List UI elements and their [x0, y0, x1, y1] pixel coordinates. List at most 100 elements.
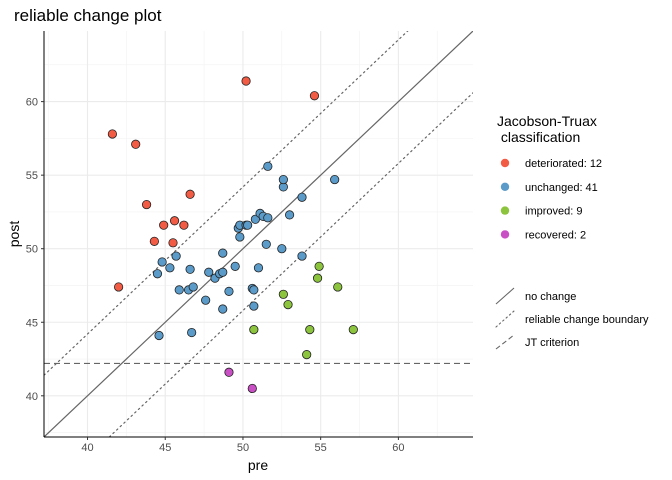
- data-point: [165, 263, 175, 273]
- y-tick-label: 55: [26, 170, 38, 182]
- plot-panel: [43, 31, 473, 438]
- data-point: [154, 330, 164, 341]
- reliable-change-lower-line: [108, 92, 473, 437]
- legend-entry-label: JT criterion: [525, 337, 579, 349]
- data-point: [249, 325, 259, 335]
- no-change-line: [44, 31, 473, 437]
- data-point: [241, 76, 251, 86]
- reliable-change-upper-line: [44, 31, 409, 376]
- data-point: [224, 286, 234, 296]
- y-tick-label: 60: [26, 97, 38, 109]
- legend-title-line-1: Jacobson-Truax: [497, 113, 597, 129]
- x-axis-title: pre: [248, 457, 268, 473]
- data-point: [263, 161, 273, 171]
- data-point: [131, 139, 141, 149]
- reference-lines: [44, 31, 473, 437]
- data-point: [283, 300, 293, 310]
- data-point: [235, 232, 245, 242]
- series-deteriorated: [107, 76, 320, 292]
- x-tick-label: 50: [237, 442, 249, 454]
- y-axis-title: post: [6, 221, 22, 248]
- data-point: [247, 383, 257, 394]
- data-point: [187, 327, 197, 338]
- legend-entry-label: reliable change boundary: [525, 314, 649, 326]
- series-improved: [249, 261, 358, 360]
- data-point: [114, 282, 124, 292]
- legend-entry-label: unchanged: 41: [525, 182, 598, 194]
- data-point: [218, 248, 228, 258]
- data-point: [249, 301, 259, 311]
- x-tick-label: 45: [159, 442, 171, 454]
- data-point: [179, 220, 189, 230]
- y-axis-ticks: 40 45 50 55 60: [26, 97, 44, 403]
- data-point: [278, 289, 288, 299]
- legend-lines: no change reliable change boundary JT crit…: [495, 287, 649, 350]
- data-point: [201, 295, 211, 305]
- data-point: [277, 244, 287, 254]
- legend-key-jt-criterion: [495, 334, 515, 350]
- data-point: [224, 367, 234, 377]
- data-point: [309, 91, 320, 101]
- data-point: [188, 282, 198, 292]
- legend-key-point: [500, 230, 510, 239]
- data-point: [141, 199, 152, 210]
- legend-title: Jacobson-Truax classification: [497, 113, 601, 145]
- data-point: [348, 325, 358, 335]
- x-axis-ticks: 40 45 50 55 60: [81, 437, 405, 454]
- data-point: [243, 220, 253, 230]
- data-point: [297, 192, 307, 202]
- data-point: [168, 238, 178, 248]
- legend-key-point: [500, 182, 510, 191]
- data-point: [159, 220, 169, 230]
- chart-title: reliable change plot: [14, 6, 162, 25]
- data-point: [185, 264, 195, 274]
- series-unchanged: [152, 161, 340, 341]
- data-point: [157, 257, 167, 267]
- legend-key-no-change: [495, 287, 515, 305]
- data-point: [253, 263, 264, 273]
- legend-key-point: [500, 158, 510, 168]
- data-points: [107, 76, 358, 394]
- data-point: [152, 269, 163, 279]
- data-point: [249, 285, 259, 295]
- x-tick-label: 60: [392, 442, 404, 454]
- legend: Jacobson-Truax classification deteriorat…: [495, 113, 649, 350]
- data-point: [330, 174, 340, 185]
- data-point: [278, 174, 288, 185]
- legend-key-reliable-change-boundary: [495, 310, 515, 328]
- data-point: [218, 267, 228, 277]
- data-point: [204, 267, 214, 277]
- data-point: [171, 251, 181, 261]
- series-recovered: [224, 367, 257, 394]
- y-tick-label: 45: [26, 317, 38, 329]
- data-point: [107, 129, 117, 139]
- legend-points: deteriorated: 12 unchanged: 41 improved: 9…: [500, 158, 602, 241]
- legend-title-line-2: classification: [497, 129, 580, 145]
- data-point: [218, 304, 228, 314]
- data-point: [261, 239, 271, 249]
- legend-key-point: [500, 206, 510, 215]
- legend-entry-label: improved: 9: [525, 206, 582, 218]
- grid-lines: [44, 31, 473, 437]
- data-point: [284, 210, 295, 220]
- data-point: [263, 213, 273, 223]
- data-point: [305, 325, 315, 335]
- data-point: [333, 282, 343, 292]
- data-point: [169, 216, 180, 226]
- data-point: [302, 350, 312, 360]
- axes: [43, 31, 473, 438]
- x-tick-label: 55: [315, 442, 327, 454]
- legend-entry-label: deteriorated: 12: [525, 158, 602, 170]
- data-point: [230, 261, 240, 271]
- data-point: [185, 189, 195, 199]
- legend-entry-label: recovered: 2: [525, 229, 586, 241]
- data-point: [312, 273, 323, 283]
- y-tick-label: 40: [26, 391, 38, 403]
- data-point: [314, 261, 324, 271]
- data-point: [297, 251, 307, 261]
- y-tick-label: 50: [26, 244, 38, 256]
- legend-entry-label: no change: [525, 291, 576, 303]
- data-point: [149, 236, 159, 246]
- data-point: [174, 285, 184, 295]
